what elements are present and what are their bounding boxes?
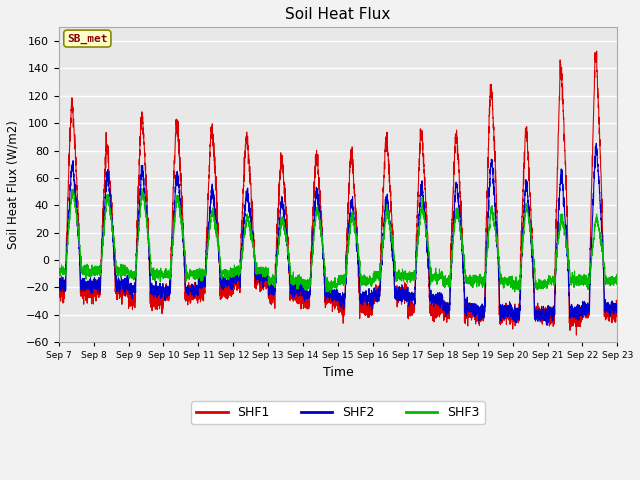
X-axis label: Time: Time xyxy=(323,366,353,379)
Text: SB_met: SB_met xyxy=(67,34,108,44)
Legend: SHF1, SHF2, SHF3: SHF1, SHF2, SHF3 xyxy=(191,401,484,424)
Title: Soil Heat Flux: Soil Heat Flux xyxy=(285,7,391,22)
Y-axis label: Soil Heat Flux (W/m2): Soil Heat Flux (W/m2) xyxy=(7,120,20,249)
